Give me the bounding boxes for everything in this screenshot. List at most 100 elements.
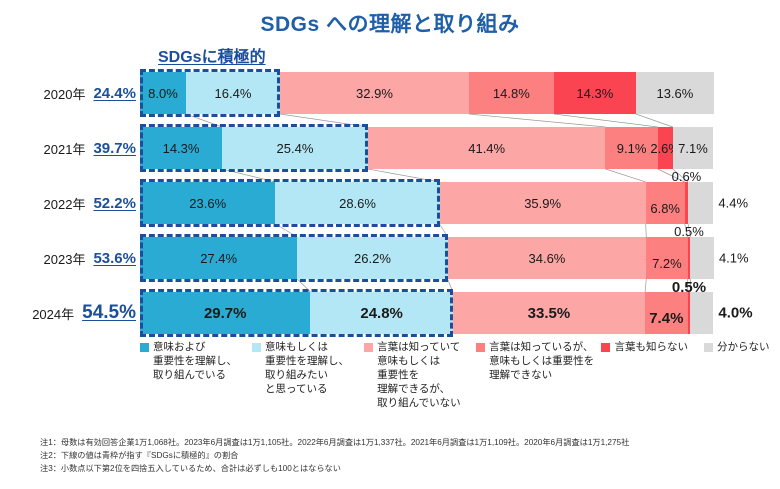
chart-legend: 意味および 重要性を理解し、 取り組んでいる 意味もしくは 重要性を理解し、 取り…	[140, 340, 780, 410]
bar-segment: 28.6%	[275, 182, 440, 224]
bar-segment: 4.4%	[688, 182, 748, 224]
row-bars: 8.0% 16.4% 32.9% 14.8% 14.3% 13.6%	[140, 72, 714, 114]
bar-segment: 9.1%	[605, 127, 658, 169]
bar-segment-label: 23.6%	[189, 195, 227, 211]
bar-segment: 0.5%	[674, 224, 704, 279]
bar-segment: 32.9%	[280, 72, 469, 114]
row-bars: 29.7% 24.8% 33.5% 7.4% 0.5% 4.0%	[140, 279, 753, 334]
row-total-percent: 54.5%	[82, 302, 136, 323]
bar-segment: 29.7%	[140, 292, 311, 334]
bar-segment: 14.3%	[140, 127, 223, 169]
legend-swatch-icon	[476, 343, 486, 352]
bar-segment-label: 29.7%	[203, 304, 247, 322]
legend-item[interactable]: 言葉は知っていて 意味もしくは 重要性を 理解できるが、 取り組んでいない	[364, 340, 476, 410]
bar-segment-label: 8.0%	[148, 85, 178, 101]
bar-segment-label: 9.1%	[616, 140, 647, 156]
bar-segment: 41.4%	[367, 127, 606, 169]
bar-segment: 8.0%	[140, 72, 186, 114]
bar-segment: 7.2%	[646, 237, 688, 279]
footnotes: 注1：母数は有効回答企業1万1,068社。2023年6月調査は1万1,105社。…	[40, 436, 760, 475]
row-bars: 27.4% 26.2% 34.6% 7.2% 0.5% 4.1%	[140, 224, 749, 279]
legend-item[interactable]: 意味もしくは 重要性を理解し、 取り組みたい と思っている	[252, 340, 364, 410]
row-label: 2023年 53.6%	[16, 237, 136, 279]
row-year: 2021年	[43, 141, 86, 157]
row-label: 2024年 54.5%	[16, 292, 136, 334]
bar-segment-label: 25.4%	[276, 140, 314, 156]
bar-segment-label: 34.6%	[528, 250, 566, 266]
row-label: 2022年 52.2%	[16, 182, 136, 224]
row-year: 2024年	[32, 306, 75, 322]
legend-item[interactable]: 言葉も知らない	[601, 340, 704, 410]
chart-row: 2023年 53.6% 27.4% 26.2% 34.6% 7.2% 0.5% 4.1%	[0, 224, 780, 282]
row-total-percent: 53.6%	[93, 249, 136, 267]
row-year: 2022年	[43, 196, 86, 212]
bar-segment: 4.1%	[690, 237, 749, 279]
row-bars: 14.3% 25.4% 41.4% 9.1% 2.6% 7.1%	[140, 127, 714, 169]
row-year: 2023年	[43, 251, 86, 267]
bar-segment: 7.4%	[645, 292, 688, 334]
legend-label: 言葉は知っていて 意味もしくは 重要性を 理解できるが、 取り組んでいない	[377, 341, 461, 409]
row-total-percent: 52.2%	[93, 194, 136, 212]
bar-segment-label: 14.3%	[162, 140, 200, 156]
bar-segment-label: 24.8%	[360, 304, 403, 322]
bar-segment: 34.6%	[447, 237, 647, 279]
bar-segment-label: 32.9%	[356, 85, 393, 101]
bar-segment: 0.6%	[672, 169, 701, 224]
row-label: 2020年 24.4%	[16, 72, 136, 114]
footnote: 注2：下線の値は青枠が指す『SDGsに積極的』の割合	[40, 451, 239, 460]
bar-segment: 14.8%	[468, 72, 554, 114]
row-total-percent: 39.7%	[93, 139, 136, 157]
bar-segment: 26.2%	[297, 237, 448, 279]
bar-segment-label: 41.4%	[468, 140, 506, 156]
bar-segment-label: 16.4%	[214, 85, 252, 101]
bar-segment-label: 0.5%	[674, 224, 704, 239]
bar-segment: 4.0%	[690, 292, 753, 334]
legend-label: 意味もしくは 重要性を理解し、 取り組みたい と思っている	[265, 341, 350, 395]
legend-swatch-icon	[704, 343, 714, 352]
legend-item[interactable]: 意味および 重要性を理解し、 取り組んでいる	[140, 340, 252, 410]
bar-segment: 35.9%	[439, 182, 646, 224]
bar-segment: 6.8%	[645, 182, 685, 224]
legend-swatch-icon	[252, 343, 262, 352]
row-label: 2021年 39.7%	[16, 127, 136, 169]
bar-segment: 27.4%	[140, 237, 298, 279]
stacked-bar-chart: 2020年 24.4% 8.0% 16.4% 32.9% 14.8% 14.3% 13.6% 2…	[0, 69, 780, 337]
legend-label: 言葉も知らない	[614, 341, 688, 353]
bar-segment-label: 0.5%	[671, 279, 707, 296]
bar-segment: 14.3%	[553, 72, 636, 114]
bar-segment-label: 7.4%	[649, 309, 684, 327]
bar-segment-label: 4.0%	[718, 304, 753, 322]
bar-segment-label: 4.4%	[718, 195, 749, 211]
legend-label: 言葉は知っているが、 意味もしくは重要性を 理解できない	[489, 341, 595, 381]
bar-segment-label: 35.9%	[524, 195, 562, 211]
bar-segment: 13.6%	[635, 72, 714, 114]
bar-segment-label: 7.1%	[678, 140, 708, 156]
bar-segment: 25.4%	[222, 127, 368, 169]
chart-row: 2021年 39.7% 14.3% 25.4% 41.4% 9.1% 2.6% 7.1%	[0, 124, 780, 172]
bar-segment-label: 33.5%	[527, 304, 571, 322]
highlight-subtitle: SDGsに積極的	[158, 49, 266, 66]
bar-segment-label: 7.2%	[652, 255, 682, 271]
bar-segment-label: 14.8%	[492, 85, 530, 101]
legend-swatch-icon	[140, 343, 149, 352]
legend-swatch-icon	[364, 343, 374, 352]
row-total-percent: 24.4%	[93, 84, 136, 102]
bar-segment-label: 0.6%	[671, 169, 702, 184]
bar-segment-label: 4.1%	[718, 250, 749, 266]
footnote: 注3：小数点以下第2位を四捨五入しているため、合計は必ずしも100とはならない	[40, 464, 341, 473]
bar-segment-label: 28.6%	[339, 195, 376, 211]
bar-segment: 24.8%	[310, 292, 453, 334]
legend-swatch-icon	[601, 343, 611, 352]
bar-segment-label: 2.6%	[650, 140, 680, 156]
footnote: 注1：母数は有効回答企業1万1,068社。2023年6月調査は1万1,105社。…	[40, 438, 630, 447]
bar-segment: 7.1%	[672, 127, 714, 169]
bar-segment-label: 13.6%	[656, 85, 694, 101]
legend-item[interactable]: 分からない	[704, 340, 780, 410]
row-year: 2020年	[43, 86, 86, 102]
legend-item[interactable]: 言葉は知っているが、 意味もしくは重要性を 理解できない	[476, 340, 601, 410]
chart-row: 2020年 24.4% 8.0% 16.4% 32.9% 14.8% 14.3% 13.6%	[0, 69, 780, 117]
bar-segment: 16.4%	[185, 72, 281, 114]
chart-row: 2022年 52.2% 23.6% 28.6% 35.9% 6.8% 0.6% 4.4%	[0, 169, 780, 227]
bar-segment: 0.5%	[672, 279, 706, 334]
